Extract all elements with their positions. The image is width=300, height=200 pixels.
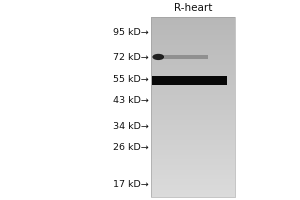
Bar [164, 55, 208, 59]
Text: 26 kD→: 26 kD→ [113, 143, 148, 152]
Text: 34 kD→: 34 kD→ [112, 122, 148, 131]
Text: 55 kD→: 55 kD→ [113, 75, 148, 84]
Bar [152, 76, 227, 85]
Ellipse shape [152, 54, 164, 60]
Text: 95 kD→: 95 kD→ [113, 28, 148, 37]
Text: 17 kD→: 17 kD→ [113, 180, 148, 189]
Text: 43 kD→: 43 kD→ [112, 96, 148, 105]
Text: 72 kD→: 72 kD→ [113, 53, 148, 62]
Text: R-heart: R-heart [174, 3, 212, 13]
Bar [152, 17, 235, 197]
